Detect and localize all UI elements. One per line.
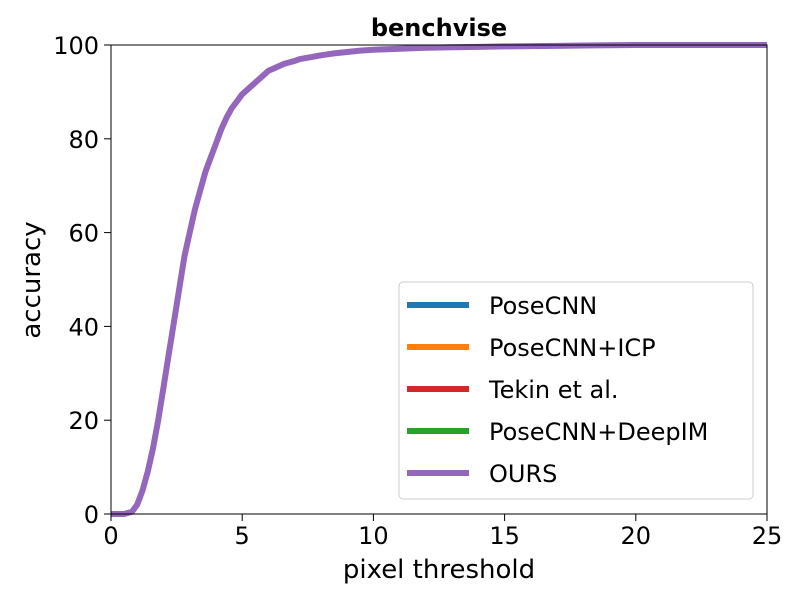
legend-label: PoseCNN	[489, 292, 597, 320]
y-axis-label: accuracy	[17, 221, 47, 338]
y-tick-label: 100	[53, 32, 99, 60]
y-tick-label: 60	[68, 220, 99, 248]
x-tick-label: 0	[103, 522, 118, 550]
x-tick-label: 5	[235, 522, 250, 550]
legend-frame	[398, 281, 754, 500]
legend-label: Tekin et al.	[488, 376, 619, 404]
legend-label: PoseCNN+ICP	[489, 334, 656, 362]
plot-frame	[110, 44, 768, 515]
series-layer	[111, 42, 767, 517]
legend-label: PoseCNN+DeepIM	[489, 418, 708, 446]
x-axis: 0 5 10 15 20 25	[103, 514, 782, 550]
y-axis: 0 20 40 60 80 100	[53, 32, 111, 529]
y-tick-label: 0	[84, 501, 99, 529]
x-tick-label: 15	[489, 522, 520, 550]
y-tick-label: 40	[68, 313, 99, 341]
legend: PoseCNN PoseCNN+ICP Tekin et al. PoseCNN+De…	[398, 281, 754, 500]
chart-title: benchvise	[371, 14, 507, 42]
x-tick-label: 10	[358, 522, 389, 550]
y-tick-label: 20	[68, 407, 99, 435]
legend-label: OURS	[489, 460, 557, 488]
x-tick-label: 20	[621, 522, 652, 550]
series-line-ours	[111, 42, 767, 517]
y-tick-label: 80	[68, 126, 99, 154]
x-axis-label: pixel threshold	[343, 555, 535, 585]
x-tick-label: 25	[752, 522, 783, 550]
